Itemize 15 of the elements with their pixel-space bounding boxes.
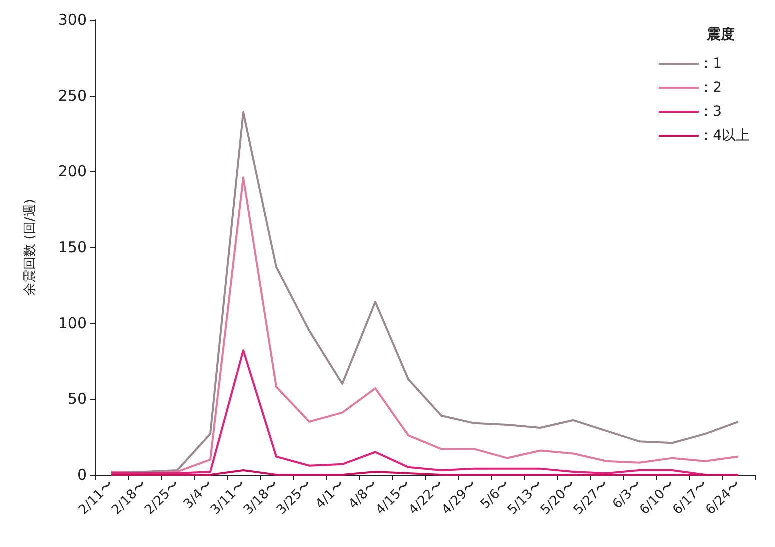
y-tick-label: 200 xyxy=(58,162,87,181)
y-axis-title: 余震回数 (回/週) xyxy=(23,199,38,296)
legend-label: : 1 xyxy=(704,56,722,72)
y-tick-label: 300 xyxy=(58,11,87,29)
legend-label: : 4以上 xyxy=(704,128,750,144)
y-tick-label: 50 xyxy=(68,390,87,408)
y-tick-label: 100 xyxy=(58,314,87,332)
y-tick-label: 250 xyxy=(58,86,87,105)
y-tick-label: 0 xyxy=(77,466,87,484)
line-series xyxy=(110,176,740,474)
legend-label: : 3 xyxy=(704,104,722,120)
y-tick-label: 150 xyxy=(58,238,87,256)
legend-title: 震度 xyxy=(706,26,735,43)
x-tick-label: 4/1〜 xyxy=(313,478,348,512)
legend-label: : 2 xyxy=(704,80,722,96)
